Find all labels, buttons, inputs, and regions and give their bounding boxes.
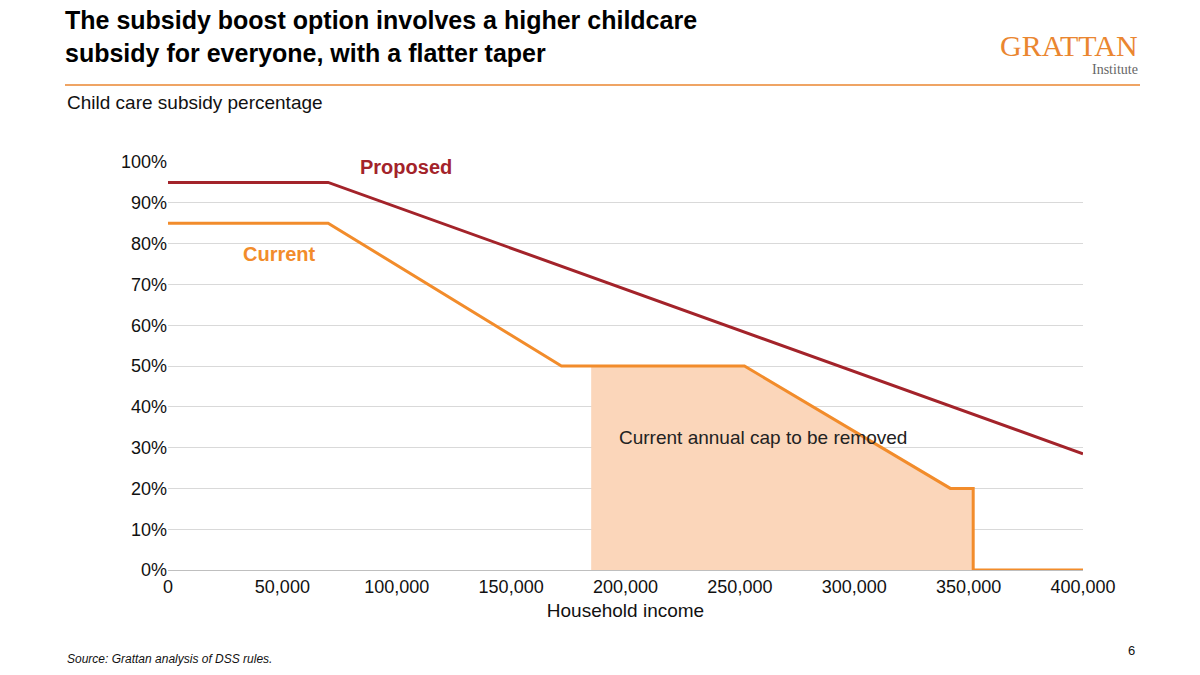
svg-text:The subsidy boost option invol: The subsidy boost option involves a high… [65,6,697,67]
svg-text:Source: Grattan analysis of DS: Source: Grattan analysis of DSS rules. [67,652,272,666]
svg-text:100%: 100% [121,152,167,172]
svg-text:Institute: Institute [1092,62,1138,77]
svg-text:300,000: 300,000 [822,577,887,597]
svg-text:20%: 20% [131,479,167,499]
svg-text:350,000: 350,000 [936,577,1001,597]
svg-text:70%: 70% [131,275,167,295]
svg-text:Current: Current [243,243,316,265]
svg-text:0%: 0% [141,560,167,580]
svg-text:0: 0 [163,577,173,597]
svg-text:GRATTAN: GRATTAN [1000,29,1138,62]
svg-text:80%: 80% [131,234,167,254]
svg-text:40%: 40% [131,397,167,417]
svg-text:30%: 30% [131,438,167,458]
svg-text:90%: 90% [131,193,167,213]
svg-text:60%: 60% [131,316,167,336]
svg-text:250,000: 250,000 [707,577,772,597]
svg-text:6: 6 [1128,643,1135,658]
svg-text:Household income: Household income [547,600,704,621]
svg-text:400,000: 400,000 [1050,577,1115,597]
svg-text:50%: 50% [131,356,167,376]
svg-text:50,000: 50,000 [255,577,310,597]
svg-text:100,000: 100,000 [364,577,429,597]
svg-text:Current annual cap to be remov: Current annual cap to be removed [619,427,907,448]
svg-text:150,000: 150,000 [479,577,544,597]
svg-text:Child care subsidy percentage: Child care subsidy percentage [67,92,323,113]
svg-text:Proposed: Proposed [360,156,452,178]
svg-text:10%: 10% [131,520,167,540]
svg-text:200,000: 200,000 [593,577,658,597]
